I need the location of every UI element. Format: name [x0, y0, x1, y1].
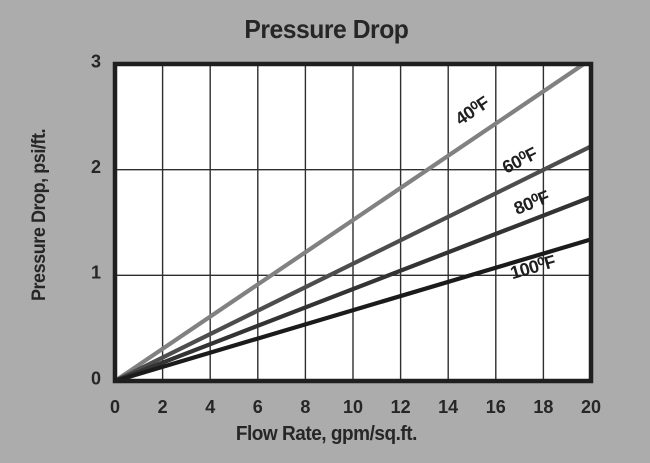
- y-tick-label-1: 1: [91, 263, 101, 283]
- x-tick-label-20: 20: [581, 397, 601, 417]
- x-tick-label-18: 18: [533, 397, 553, 417]
- x-tick-label-16: 16: [486, 397, 506, 417]
- x-tick-label-14: 14: [438, 397, 458, 417]
- x-tick-label-8: 8: [300, 397, 310, 417]
- x-axis-label: Flow Rate, gpm/sq.ft.: [235, 423, 418, 445]
- y-tick-label-0: 0: [91, 368, 101, 388]
- x-tick-label-6: 6: [253, 397, 263, 417]
- series-line-40F: [113, 62, 586, 383]
- x-tick-label-10: 10: [343, 397, 363, 417]
- x-tick-label-2: 2: [158, 397, 168, 417]
- x-tick-label-12: 12: [391, 397, 411, 417]
- y-tick-label-2: 2: [91, 157, 101, 177]
- x-tick-label-0: 0: [110, 397, 120, 417]
- series-line-60F: [114, 144, 592, 383]
- y-axis-label: Pressure Drop, psi/ft.: [29, 128, 50, 302]
- chart-title: Pressure Drop: [244, 14, 409, 44]
- plot-border: [112, 61, 594, 384]
- x-tick-label-4: 4: [205, 397, 215, 417]
- series-line-100F: [114, 237, 592, 384]
- y-tick-label-3: 3: [91, 51, 101, 71]
- series-line-80F: [114, 195, 592, 383]
